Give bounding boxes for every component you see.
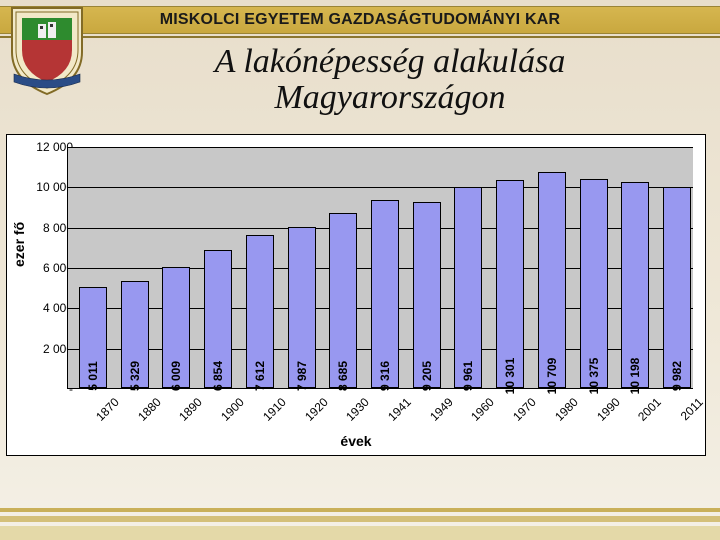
x-axis-label: évek [7, 433, 705, 449]
bar: 9 205 [413, 202, 441, 388]
bar-value-label: 6 854 [211, 361, 225, 391]
bar-value-label: 7 987 [295, 361, 309, 391]
bar-value-label: 10 301 [503, 358, 517, 395]
bar: 7 612 [246, 235, 274, 389]
bar-value-label: 9 961 [461, 361, 475, 391]
bar-value-label: 6 009 [169, 361, 183, 391]
bar: 10 375 [580, 179, 608, 388]
x-tick-label: 1920 [292, 395, 330, 433]
slide-title-line1: A lakónépesség alakulása [215, 43, 566, 80]
bar: 9 982 [663, 187, 691, 388]
slide-root: MISKOLCI EGYETEM GAZDASÁGTUDOMÁNYI KAR A… [0, 0, 720, 540]
bar-value-label: 9 316 [378, 361, 392, 391]
bar-value-label: 10 198 [628, 358, 642, 395]
y-tick-label: 4 000 [23, 301, 73, 315]
bar-value-label: 8 685 [336, 361, 350, 391]
x-tick-label: 1949 [417, 395, 455, 433]
x-tick-label: 2011 [668, 395, 706, 433]
bar: 6 854 [204, 250, 232, 388]
bar: 5 011 [79, 287, 107, 388]
header-underline [0, 36, 720, 38]
bar-value-label: 7 612 [253, 361, 267, 391]
plot-area: 5 011 5 329 6 009 6 854 7 612 7 987 8 685 9 316… [67, 147, 693, 389]
bar-value-label: 9 982 [670, 361, 684, 391]
y-tick-label: 8 000 [23, 221, 73, 235]
footer-decoration [0, 500, 720, 540]
x-tick-label: 1910 [251, 395, 289, 433]
header-band: MISKOLCI EGYETEM GAZDASÁGTUDOMÁNYI KAR [0, 6, 720, 34]
x-tick-label: 1890 [167, 395, 205, 433]
bar: 7 987 [288, 227, 316, 388]
x-tick-label: 1941 [376, 395, 414, 433]
footer-bar-1 [0, 508, 720, 512]
slide-title-line2: Magyarországon [274, 79, 505, 116]
x-tick-label: 1930 [334, 395, 372, 433]
y-tick-label: 6 000 [23, 261, 73, 275]
bar: 10 709 [538, 172, 566, 388]
bar-value-label: 5 011 [86, 361, 100, 390]
bar-value-label: 10 375 [587, 358, 601, 395]
x-tick-label: 1870 [84, 395, 122, 433]
bar: 10 301 [496, 180, 524, 388]
x-tick-label: 1880 [125, 395, 163, 433]
chart-container: ezer fő -2 0004 0006 0008 00010 00012 00… [6, 134, 706, 456]
y-tick-label: - [23, 382, 73, 396]
x-tick-label: 1970 [501, 395, 539, 433]
header-title: MISKOLCI EGYETEM GAZDASÁGTUDOMÁNYI KAR [160, 11, 561, 29]
bar: 6 009 [162, 267, 190, 388]
x-tick-label: 1900 [209, 395, 247, 433]
x-tick-label: 1990 [584, 395, 622, 433]
bar-value-label: 5 329 [128, 361, 142, 391]
footer-bar-3 [0, 526, 720, 540]
slide-title: A lakónépesség alakulása Magyarországon [80, 44, 700, 115]
bar: 5 329 [121, 281, 149, 388]
bar: 9 316 [371, 200, 399, 388]
y-tick-label: 2 000 [23, 342, 73, 356]
bars: 5 011 5 329 6 009 6 854 7 612 7 987 8 685 9 316… [68, 147, 693, 388]
university-crest-icon [8, 2, 86, 98]
x-tick-label: 1960 [459, 395, 497, 433]
bar: 8 685 [329, 213, 357, 388]
bar: 9 961 [454, 187, 482, 388]
y-tick-label: 12 000 [23, 140, 73, 154]
bar: 10 198 [621, 182, 649, 388]
y-tick-label: 10 000 [23, 180, 73, 194]
x-tick-label: 1980 [543, 395, 581, 433]
bar-value-label: 9 205 [420, 361, 434, 391]
bar-value-label: 10 709 [545, 358, 559, 395]
x-tick-label: 2001 [626, 395, 664, 433]
footer-bar-2 [0, 516, 720, 522]
